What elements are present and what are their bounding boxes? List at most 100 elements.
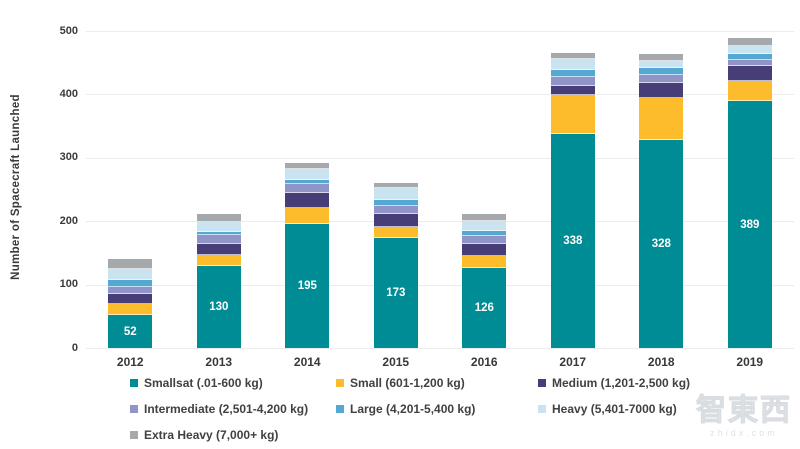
grid-line <box>86 31 794 32</box>
bar-segment <box>108 269 153 280</box>
bar-segment <box>639 75 684 83</box>
legend-item: Heavy (5,401-7000 kg) <box>538 402 677 416</box>
bar-segment <box>727 38 772 46</box>
bar-segment: 328 <box>639 140 684 348</box>
legend-swatch <box>130 405 138 413</box>
bar-value-label: 52 <box>123 325 137 338</box>
legend-swatch <box>336 405 344 413</box>
bar-segment <box>550 95 595 134</box>
bar-segment <box>727 60 772 66</box>
y-axis-tick-label: 400 <box>59 87 78 100</box>
bar-segment <box>108 287 153 294</box>
bar-value-label: 328 <box>651 238 671 250</box>
legend-swatch <box>336 379 344 387</box>
legend-swatch <box>538 379 546 387</box>
bar-2012: 52 <box>108 259 153 348</box>
bar-2018: 328 <box>639 54 684 348</box>
bar-2013: 130 <box>196 214 241 348</box>
bar-segment <box>462 214 507 221</box>
y-axis-tick-label: 200 <box>59 214 78 227</box>
legend-item: Smallsat (.01-600 kg) <box>130 376 263 390</box>
grid-line <box>86 94 794 96</box>
y-axis-tick-label: 0 <box>71 341 78 354</box>
grid-line <box>86 221 794 223</box>
bar-segment: 173 <box>373 238 418 348</box>
bar-segment <box>639 54 684 61</box>
legend-item: Intermediate (2,501-4,200 kg) <box>130 402 308 416</box>
bar-segment <box>550 86 595 95</box>
watermark: 智東西 zhidx.com <box>696 394 792 438</box>
bar-segment <box>373 200 418 206</box>
bar-segment <box>285 180 330 184</box>
x-axis-tick-label: 2018 <box>647 355 675 369</box>
bar-segment <box>727 81 772 101</box>
legend-swatch <box>538 405 546 413</box>
bar-segment <box>639 61 684 68</box>
legend-label: Smallsat (.01-600 kg) <box>144 376 263 390</box>
bar-segment <box>727 54 772 60</box>
legend-item: Large (4,201-5,400 kg) <box>336 402 475 416</box>
legend-label: Small (601-1,200 kg) <box>350 376 465 390</box>
x-axis-tick-label: 2017 <box>559 355 587 369</box>
bar-value-label: 130 <box>209 301 229 313</box>
legend-label: Heavy (5,401-7000 kg) <box>552 402 677 416</box>
bar-value-label: 173 <box>386 287 406 299</box>
bar-segment <box>108 280 153 287</box>
bar-segment <box>462 221 507 231</box>
bar-value-label: 389 <box>740 218 760 231</box>
bar-segment <box>727 66 772 81</box>
grid-line <box>86 157 794 159</box>
bar-segment: 52 <box>108 315 153 348</box>
bar-segment <box>373 206 418 214</box>
bar-segment <box>285 193 330 208</box>
bar-segment <box>462 244 507 256</box>
legend-label: Intermediate (2,501-4,200 kg) <box>144 402 309 416</box>
bar-segment <box>196 255 241 266</box>
legend-swatch <box>130 379 138 387</box>
bar-segment <box>196 232 241 235</box>
bar-segment <box>196 235 241 244</box>
legend-item: Medium (1,201-2,500 kg) <box>538 376 690 390</box>
bar-segment: 389 <box>727 101 772 348</box>
y-axis-tick-label: 500 <box>59 24 78 37</box>
legend-label: Medium (1,201-2,500 kg) <box>552 376 691 390</box>
bar-value-label: 338 <box>563 235 583 247</box>
bar-segment <box>285 184 330 193</box>
bar-segment <box>373 188 418 200</box>
bar-segment <box>550 77 595 86</box>
y-axis-title: Number of Spacecraft Launched <box>10 94 22 280</box>
legend-item: Extra Heavy (7,000+ kg) <box>130 428 278 442</box>
bar-segment <box>639 98 684 140</box>
bar-segment <box>550 59 595 70</box>
bar-segment <box>373 214 418 227</box>
bar-2016: 126 <box>462 214 507 348</box>
bar-segment <box>285 169 330 180</box>
x-axis-tick-label: 2019 <box>736 355 764 369</box>
bar-segment <box>285 163 330 169</box>
x-axis-tick-label: 2014 <box>293 355 321 369</box>
grid-line <box>86 284 794 286</box>
bar-segment <box>196 222 241 232</box>
y-axis-tick-label: 300 <box>59 151 78 164</box>
legend-label: Large (4,201-5,400 kg) <box>350 402 476 416</box>
bar-segment <box>108 259 153 269</box>
x-axis-tick-label: 2013 <box>205 355 233 369</box>
legend-label: Extra Heavy (7,000+ kg) <box>144 428 279 442</box>
legend-item: Small (601-1,200 kg) <box>336 376 465 390</box>
bar-segment <box>196 244 241 255</box>
bar-2015: 173 <box>373 183 418 348</box>
bar-2014: 195 <box>285 163 330 348</box>
bar-segment <box>639 68 684 75</box>
bar-segment <box>108 294 153 304</box>
y-axis-tick-label: 100 <box>59 278 78 291</box>
bar-segment: 338 <box>550 134 595 348</box>
legend-swatch <box>130 431 138 439</box>
watermark-logo: 智東西 <box>696 394 792 427</box>
bar-segment: 130 <box>196 266 241 348</box>
bar-segment <box>550 70 595 77</box>
bar-segment <box>373 183 418 188</box>
bar-segment <box>550 53 595 59</box>
x-axis-tick-label: 2016 <box>470 355 498 369</box>
bar-value-label: 126 <box>474 302 494 314</box>
